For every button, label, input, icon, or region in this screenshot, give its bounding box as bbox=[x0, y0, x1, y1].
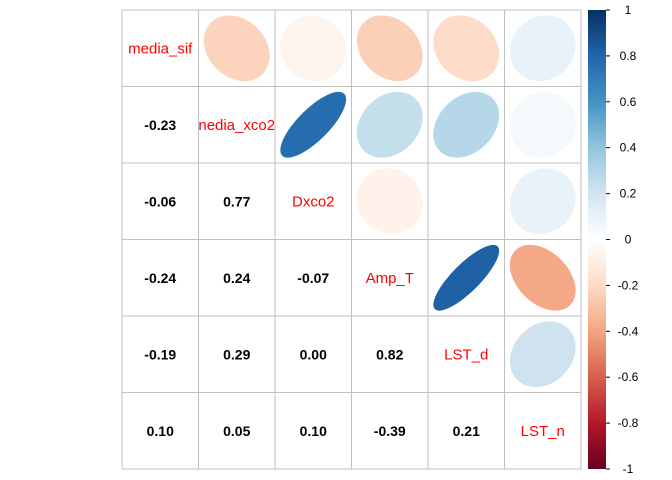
correlation-value: -0.39 bbox=[374, 423, 406, 439]
correlation-value: 0.21 bbox=[453, 423, 480, 439]
correlation-ellipse bbox=[509, 168, 576, 235]
correlation-ellipse bbox=[433, 91, 500, 158]
matrix-cell bbox=[351, 239, 429, 317]
matrix-cell bbox=[198, 86, 276, 164]
correlation-ellipse bbox=[280, 91, 347, 158]
correlation-ellipse bbox=[356, 15, 423, 82]
correlation-value: 0.24 bbox=[223, 270, 250, 286]
colorbar-tick-label: -0.2 bbox=[618, 278, 639, 292]
variable-label: Amp_T bbox=[366, 270, 414, 287]
correlation-ellipse bbox=[509, 15, 576, 82]
matrix-cell bbox=[121, 9, 199, 87]
correlation-ellipse bbox=[280, 15, 347, 82]
matrix-cell bbox=[198, 162, 276, 240]
matrix-cell bbox=[121, 239, 199, 317]
correlation-ellipse bbox=[203, 15, 270, 82]
variable-label: LST_d bbox=[444, 346, 488, 363]
correlation-value: -0.06 bbox=[144, 193, 176, 209]
correlation-ellipse bbox=[433, 168, 500, 235]
colorbar-tick-label: -0.6 bbox=[618, 370, 639, 384]
correlation-ellipse bbox=[356, 168, 423, 235]
matrix-cell bbox=[121, 392, 199, 470]
correlation-value: 0.10 bbox=[147, 423, 174, 439]
colorbar-tick-label: -0.4 bbox=[618, 324, 639, 338]
correlation-value: -0.19 bbox=[144, 346, 176, 362]
matrix-labels: media_sif -0.23 nedia_xco2 -0.06 0.77 Dxco2 -0… bbox=[128, 40, 565, 440]
colorbar-tick-label: 1 bbox=[625, 3, 632, 17]
correlation-ellipse bbox=[433, 244, 500, 311]
matrix-cell bbox=[504, 392, 582, 470]
correlation-value: 0.29 bbox=[223, 346, 250, 362]
matrix-cell bbox=[121, 162, 199, 240]
correlation-value: 0.82 bbox=[376, 346, 403, 362]
matrix-glyphs bbox=[203, 15, 576, 388]
correlation-value: 0.05 bbox=[223, 423, 250, 439]
matrix-cell bbox=[274, 315, 352, 393]
correlation-ellipse bbox=[509, 91, 576, 158]
correlation-value: -0.23 bbox=[144, 117, 176, 133]
correlation-ellipse bbox=[433, 15, 500, 82]
colorbar-tick-label: 0.2 bbox=[620, 187, 637, 201]
matrix-cell bbox=[198, 239, 276, 317]
matrix-cell bbox=[427, 392, 505, 470]
color-legend: 1 0.8 0.6 0.4 0.2 0 -0.2 -0.4 -0.6 -0.8 -1 bbox=[588, 3, 639, 476]
correlation-value: 0.10 bbox=[300, 423, 327, 439]
correlation-ellipse bbox=[509, 244, 576, 311]
matrix-cell bbox=[351, 392, 429, 470]
colorbar-gradient bbox=[588, 10, 606, 469]
correlation-value: -0.24 bbox=[144, 270, 176, 286]
correlation-value: 0.77 bbox=[223, 193, 250, 209]
colorbar-tick-label: 0.8 bbox=[620, 49, 637, 63]
variable-label: media_sif bbox=[128, 40, 193, 57]
variable-label: Dxco2 bbox=[292, 193, 335, 210]
colorbar-tick-label: 0 bbox=[625, 233, 632, 247]
correlation-ellipse bbox=[356, 91, 423, 158]
correlation-value: 0.00 bbox=[300, 346, 327, 362]
colorbar-tick-label: -0.8 bbox=[618, 416, 639, 430]
matrix-cell bbox=[274, 239, 352, 317]
colorbar-tick-label: 0.6 bbox=[620, 95, 637, 109]
variable-label: nedia_xco2 bbox=[198, 117, 275, 134]
colorbar-tick-label: -1 bbox=[623, 462, 634, 476]
matrix-cell bbox=[427, 315, 505, 393]
correlation-value: -0.07 bbox=[297, 270, 329, 286]
matrix-cell bbox=[351, 315, 429, 393]
matrix-cell bbox=[121, 315, 199, 393]
colorbar-tick-label: 0.4 bbox=[620, 141, 637, 155]
correlation-ellipse bbox=[509, 321, 576, 388]
matrix-cells bbox=[121, 9, 582, 470]
variable-label: LST_n bbox=[521, 423, 565, 440]
